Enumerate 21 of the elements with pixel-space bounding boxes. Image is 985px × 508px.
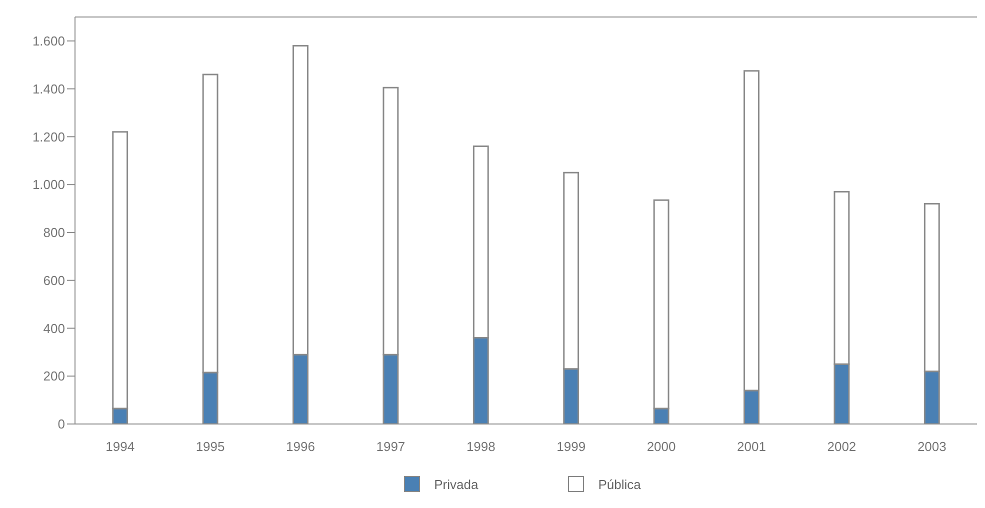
y-tick-label: 800: [43, 225, 65, 240]
y-tick-label: 1.000: [32, 177, 65, 192]
x-tick-label: 1997: [376, 439, 406, 454]
y-tick-label: 200: [43, 368, 65, 384]
x-tick-label: 1999: [556, 439, 586, 454]
x-tick-label: 1998: [466, 439, 496, 454]
y-tick-label: 1.600: [32, 34, 65, 49]
x-tick-label: 1994: [106, 439, 135, 454]
x-tick-label: 2003: [917, 439, 946, 454]
y-tick-label: 1.200: [32, 129, 65, 144]
y-tick-label: 1.400: [32, 81, 65, 96]
x-tick-label: 2002: [827, 439, 856, 454]
legend-label: Pública: [598, 476, 641, 492]
x-tick-label: 1995: [196, 439, 225, 454]
y-tick-label: 400: [43, 320, 65, 336]
y-tick-label: 0: [58, 416, 65, 432]
x-tick-label: 2000: [646, 439, 676, 454]
x-tick-label: 2001: [737, 439, 766, 454]
legend-label: Privada: [434, 476, 478, 492]
x-tick-label: 1996: [286, 439, 315, 454]
y-tick-label: 600: [43, 272, 65, 288]
